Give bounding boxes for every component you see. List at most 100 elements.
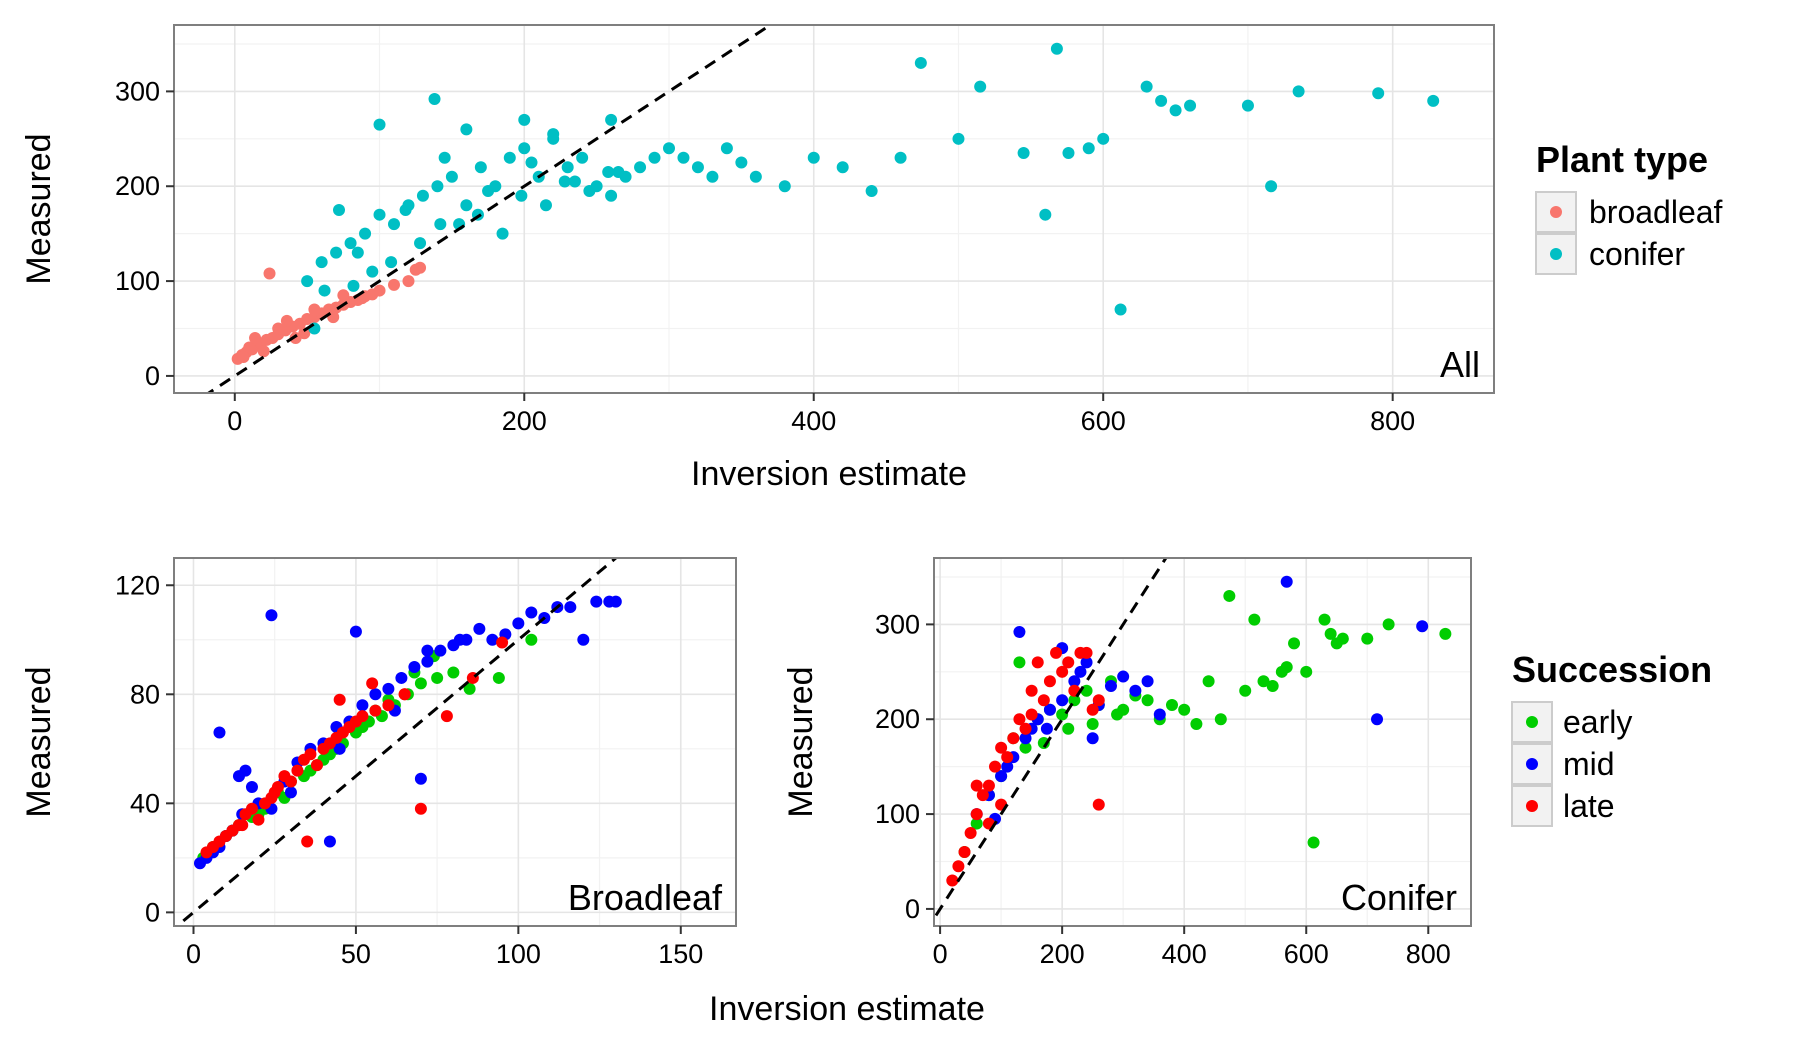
data-point-mid xyxy=(408,661,421,674)
data-point-conifer xyxy=(482,184,495,197)
data-point-conifer xyxy=(720,142,733,155)
data-point-conifer xyxy=(749,170,762,183)
data-point-early xyxy=(1037,736,1050,749)
y-tick-label: 200 xyxy=(875,704,920,734)
data-point-late xyxy=(382,699,395,712)
legend-label-mid: mid xyxy=(1563,746,1615,782)
data-point-late xyxy=(284,775,297,788)
data-point-late xyxy=(952,860,965,873)
data-point-conifer xyxy=(515,189,528,202)
data-point-conifer xyxy=(445,170,458,183)
identity-line xyxy=(206,25,774,393)
y-tick-label: 300 xyxy=(115,76,160,106)
data-point-conifer xyxy=(1114,303,1127,316)
data-point-mid xyxy=(1117,670,1130,683)
data-point-conifer xyxy=(525,156,538,169)
data-point-mid xyxy=(1080,656,1093,669)
data-point-late xyxy=(301,835,314,848)
data-point-conifer xyxy=(894,151,907,164)
data-point-mid xyxy=(1086,732,1099,745)
data-point-conifer xyxy=(1372,87,1385,100)
legend-succession-title: Succession xyxy=(1512,649,1712,690)
data-point-mid xyxy=(421,644,434,657)
panel-label: Conifer xyxy=(1341,877,1457,918)
data-point-mid xyxy=(434,644,447,657)
data-point-mid xyxy=(1141,675,1154,688)
data-point-conifer xyxy=(576,151,589,164)
data-point-conifer xyxy=(438,151,451,164)
data-point-conifer xyxy=(568,175,581,188)
legend-succession: Succession early mid late xyxy=(1511,649,1712,827)
data-point-mid xyxy=(1068,675,1081,688)
data-point-conifer xyxy=(1241,99,1254,112)
data-point-mid xyxy=(577,633,590,646)
data-point-conifer xyxy=(399,203,412,216)
plot-background xyxy=(174,25,1494,393)
data-points xyxy=(946,575,1452,887)
data-point-early xyxy=(1190,717,1203,730)
data-point-early xyxy=(1141,694,1154,707)
x-tick-label: 0 xyxy=(186,939,201,969)
data-point-conifer xyxy=(663,142,675,155)
data-point-late xyxy=(496,636,509,649)
data-point-late xyxy=(1086,703,1099,716)
data-point-conifer xyxy=(474,161,487,174)
data-point-mid xyxy=(995,770,1008,783)
data-point-late xyxy=(1092,694,1105,707)
data-point-mid xyxy=(382,682,395,695)
data-point-conifer xyxy=(366,265,379,278)
data-point-conifer xyxy=(388,218,400,231)
x-tick-label: 0 xyxy=(933,939,948,969)
data-point-mid xyxy=(333,742,346,755)
data-point-conifer xyxy=(677,151,690,164)
data-point-early xyxy=(414,677,427,690)
data-point-early xyxy=(463,682,476,695)
data-point-late xyxy=(1062,656,1075,669)
data-point-conifer xyxy=(914,56,927,69)
legend-swatch-early xyxy=(1526,716,1538,728)
x-tick-label: 400 xyxy=(791,406,836,436)
data-point-broadleaf xyxy=(414,261,427,274)
panel-border xyxy=(173,557,737,927)
data-point-conifer xyxy=(1292,85,1305,98)
legend-swatch-mid xyxy=(1526,758,1538,770)
data-point-broadleaf xyxy=(337,289,350,302)
x-tick-label: 150 xyxy=(658,939,703,969)
data-point-conifer xyxy=(518,113,531,126)
data-point-conifer xyxy=(1050,42,1063,55)
data-point-conifer xyxy=(1097,132,1110,145)
data-point-conifer xyxy=(1184,99,1197,112)
data-point-early xyxy=(1336,632,1349,645)
legend-plant-type-title: Plant type xyxy=(1536,139,1708,180)
panel-label: Broadleaf xyxy=(568,877,723,918)
data-point-mid xyxy=(564,601,577,614)
x-tick-label: 0 xyxy=(227,406,242,436)
panel-all: 0 200 400 600 800 0 100 200 300 Measured All xyxy=(20,24,1495,436)
data-point-conifer xyxy=(865,184,878,197)
data-point-late xyxy=(1007,732,1020,745)
x-axis-title-bottom: Inversion estimate xyxy=(709,990,985,1028)
data-point-conifer xyxy=(612,166,625,179)
data-point-mid xyxy=(1074,665,1087,678)
data-point-late xyxy=(236,819,249,832)
panel-border xyxy=(173,24,1495,394)
data-point-late xyxy=(970,808,983,821)
data-point-late xyxy=(414,802,427,815)
y-tick-label: 120 xyxy=(115,570,160,600)
data-point-mid xyxy=(1416,620,1429,633)
data-point-early xyxy=(1111,708,1124,721)
data-point-early xyxy=(1280,661,1293,674)
data-point-conifer xyxy=(308,322,321,335)
legend-label-early: early xyxy=(1563,704,1632,740)
data-point-conifer xyxy=(561,161,574,174)
data-point-conifer xyxy=(583,184,596,197)
data-point-conifer xyxy=(333,203,345,216)
data-point-mid xyxy=(369,688,382,701)
data-point-conifer xyxy=(1155,94,1168,107)
data-point-early xyxy=(1019,741,1032,754)
data-point-mid xyxy=(349,625,362,638)
data-point-mid xyxy=(239,764,252,777)
data-point-mid xyxy=(1019,732,1032,745)
data-point-broadleaf xyxy=(402,275,415,288)
y-tick-label: 100 xyxy=(115,266,160,296)
